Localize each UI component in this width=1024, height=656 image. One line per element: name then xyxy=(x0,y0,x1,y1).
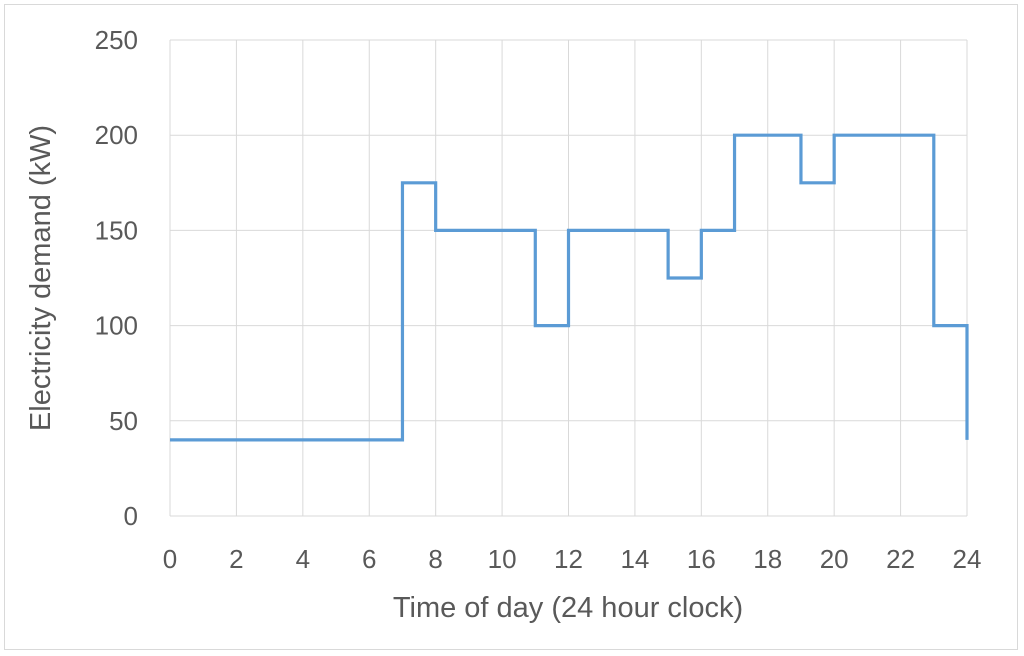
x-tick-label: 12 xyxy=(554,544,583,574)
x-axis-title: Time of day (24 hour clock) xyxy=(393,592,743,624)
x-tick-label: 6 xyxy=(362,544,376,574)
x-tick-label: 14 xyxy=(620,544,649,574)
x-tick-label: 24 xyxy=(953,544,982,574)
demand-series-line xyxy=(170,133,969,442)
y-tick-label: 150 xyxy=(95,215,138,245)
y-tick-label: 50 xyxy=(109,406,138,436)
y-tick-label: 100 xyxy=(95,311,138,341)
x-tick-label: 10 xyxy=(488,544,517,574)
x-tick-label: 20 xyxy=(820,544,849,574)
y-tick-label: 250 xyxy=(95,25,138,55)
series-layer xyxy=(170,133,969,442)
x-tick-label: 18 xyxy=(753,544,782,574)
gridlines xyxy=(169,39,968,517)
x-tick-label: 16 xyxy=(687,544,716,574)
y-tick-label: 0 xyxy=(124,501,138,531)
x-tick-label: 0 xyxy=(163,544,177,574)
x-tick-label: 4 xyxy=(296,544,310,574)
chart-frame xyxy=(4,4,1018,650)
y-tick-label: 200 xyxy=(95,120,138,150)
x-tick-label: 2 xyxy=(229,544,243,574)
x-tick-label: 22 xyxy=(886,544,915,574)
y-axis-title: Electricity demand (kW) xyxy=(25,125,57,431)
x-tick-label: 8 xyxy=(428,544,442,574)
